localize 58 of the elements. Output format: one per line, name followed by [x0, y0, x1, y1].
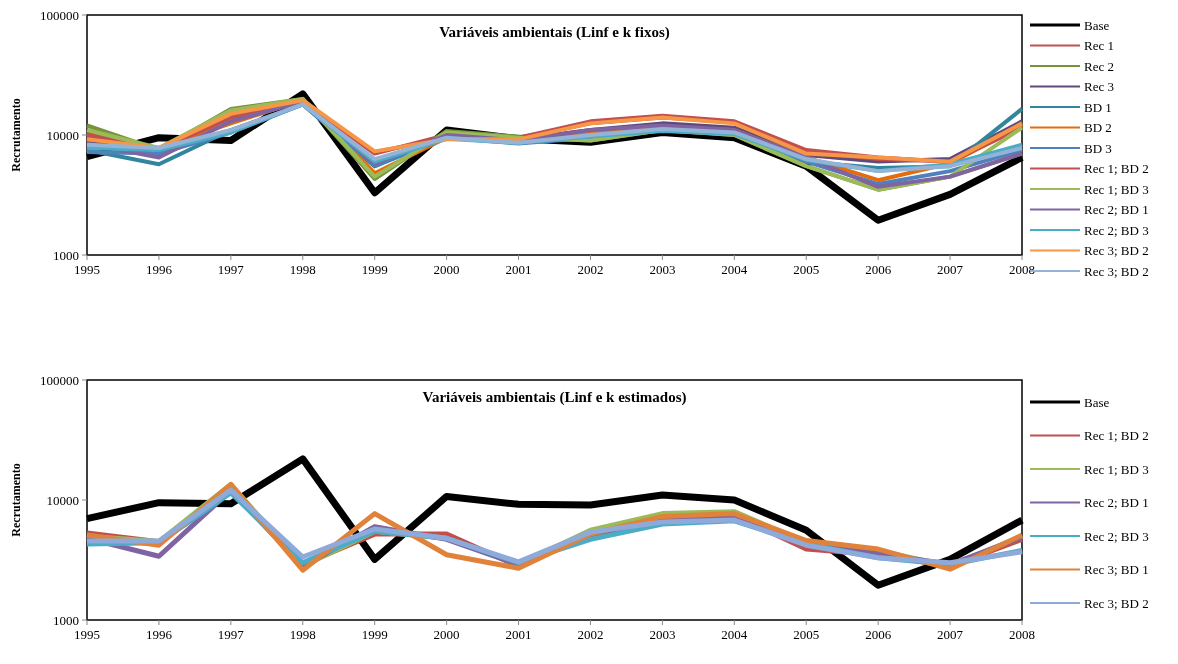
legend-label: Rec 3 [1084, 79, 1114, 95]
x-tick-label: 1996 [145, 262, 173, 277]
legend-label: Rec 1 [1084, 38, 1114, 54]
x-tick-label: 1997 [217, 627, 245, 642]
x-tick-label: 2000 [433, 262, 460, 277]
text: Variáveis ambientais (Linf e k estimados) [422, 389, 687, 406]
y-tick-label: 10000 [46, 492, 79, 508]
y-tick-label: 1000 [53, 612, 79, 628]
legend-label: Rec 2; BD 3 [1084, 222, 1149, 238]
legend-label: Rec 3; BD 2 [1084, 263, 1149, 279]
x-tick-label: 2002 [577, 627, 604, 642]
legend-label: Rec 3; BD 2 [1084, 595, 1149, 611]
legend-label: Rec 1; BD 2 [1084, 161, 1149, 177]
y-axis-title: Recrutamento [9, 98, 23, 172]
x-tick-label: 2006 [865, 627, 892, 642]
legend-label: Base [1084, 394, 1110, 410]
x-tick-label: 1996 [145, 627, 173, 642]
x-tick-label: 2005 [793, 627, 820, 642]
x-tick-label: 1999 [361, 627, 388, 642]
x-tick-label: 2008 [1009, 627, 1035, 642]
legend-label: Rec 1; BD 2 [1084, 428, 1149, 444]
legend-label: BD 2 [1084, 120, 1112, 136]
x-tick-label: 1995 [74, 627, 100, 642]
legend-label: Rec 2; BD 1 [1084, 202, 1149, 218]
y-tick-label: 1000 [53, 247, 79, 263]
legend-label: Rec 2; BD 3 [1084, 528, 1149, 544]
x-tick-label: 2007 [937, 627, 964, 642]
legend-label: Rec 1; BD 3 [1084, 181, 1149, 197]
x-tick-label: 2005 [793, 262, 820, 277]
x-tick-label: 2004 [721, 627, 748, 642]
x-tick-label: 2003 [649, 262, 676, 277]
legend-label: Rec 2 [1084, 58, 1114, 74]
x-tick-label: 1998 [289, 627, 316, 642]
legend-label: Base [1084, 17, 1110, 33]
legend-label: BD 1 [1084, 99, 1112, 115]
y-tick-label: 10000 [46, 127, 79, 143]
text: Variáveis ambientais (Linf e k fixos) [439, 24, 670, 41]
legend-label: Rec 2; BD 1 [1084, 495, 1149, 511]
x-tick-label: 2002 [577, 262, 604, 277]
legend-label: Rec 3; BD 2 [1084, 243, 1149, 259]
x-tick-label: 1999 [361, 262, 388, 277]
x-tick-label: 2000 [433, 627, 460, 642]
x-tick-label: 1998 [289, 262, 316, 277]
x-tick-label: 1995 [74, 262, 100, 277]
legend-label: Rec 3; BD 1 [1084, 562, 1149, 578]
x-tick-label: 2003 [649, 627, 676, 642]
x-tick-label: 1997 [217, 262, 245, 277]
legend-label: Rec 1; BD 3 [1084, 461, 1149, 477]
x-tick-label: 2006 [865, 262, 892, 277]
y-axis-title: Recrutamento [9, 463, 23, 537]
y-tick-label: 100000 [40, 7, 79, 23]
x-tick-label: 2004 [721, 262, 748, 277]
y-tick-label: 100000 [40, 372, 79, 388]
x-tick-label: 2001 [505, 627, 532, 642]
x-tick-label: 2008 [1009, 262, 1035, 277]
x-tick-label: 2007 [937, 262, 964, 277]
legend-label: BD 3 [1084, 140, 1112, 156]
x-tick-label: 2001 [505, 262, 532, 277]
